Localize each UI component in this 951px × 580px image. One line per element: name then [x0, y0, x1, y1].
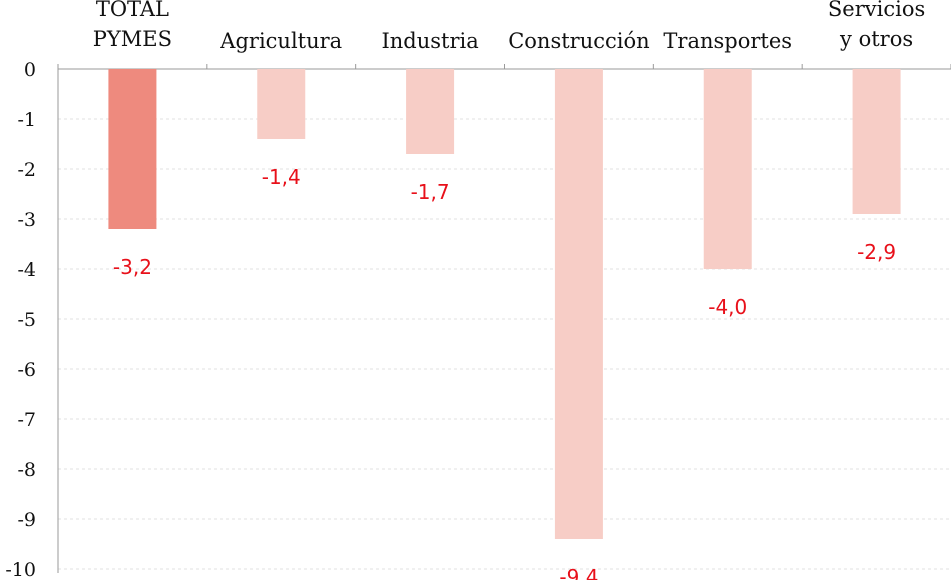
bar — [406, 69, 455, 154]
y-tick-label: -4 — [17, 259, 36, 281]
y-tick-label: -7 — [17, 409, 36, 431]
category-label: Agricultura — [219, 29, 342, 53]
bar — [703, 69, 752, 269]
category-labels: TOTAL PYMES Agricultura Industria Construcci… — [93, 0, 925, 53]
category-label: Construcción — [508, 29, 649, 53]
y-tick-label: -6 — [17, 359, 36, 381]
data-label: -2,9 — [857, 240, 896, 264]
y-tick-label: -9 — [17, 509, 36, 531]
y-tick-label: -10 — [5, 559, 36, 580]
grid-lines — [58, 118, 951, 570]
y-tick-label: 0 — [24, 59, 36, 81]
category-label: TOTAL PYMES — [93, 0, 172, 51]
data-label: -9,4 — [559, 565, 598, 580]
data-label: -3,2 — [113, 255, 152, 279]
data-label: -4,0 — [708, 295, 747, 319]
category-label: Transportes — [663, 29, 792, 53]
data-label: -1,4 — [262, 165, 301, 189]
bar — [554, 69, 603, 539]
y-tick-label: -3 — [17, 209, 36, 231]
y-tick-label: -5 — [17, 309, 36, 331]
axes — [57, 64, 951, 573]
data-labels: -3,2 -1,4 -1,7 -9,4 -4,0 -2,9 — [113, 165, 896, 580]
y-tick-label: -8 — [17, 459, 36, 481]
y-tick-label: -2 — [17, 159, 36, 181]
bar — [852, 69, 901, 214]
y-tick-label: -1 — [17, 109, 36, 131]
bar — [257, 69, 306, 139]
data-label: -1,7 — [411, 180, 450, 204]
category-label: Industria — [381, 29, 478, 53]
bar — [108, 69, 157, 229]
bars — [108, 69, 901, 539]
category-label: Servicios y otros — [828, 0, 925, 51]
y-tick-labels: 0 -1 -2 -3 -4 -5 -6 -7 -8 -9 -10 — [5, 59, 36, 580]
